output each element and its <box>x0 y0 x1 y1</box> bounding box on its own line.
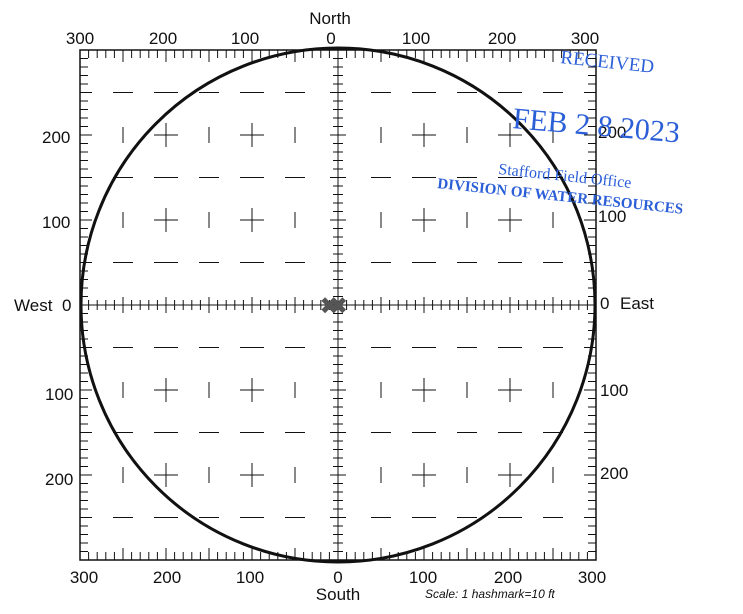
radius-circle <box>79 46 597 564</box>
east-label: East <box>620 294 654 313</box>
north-label: North <box>309 9 351 28</box>
top-scale-label: 0 <box>326 29 335 48</box>
top-scale-label: 100 <box>231 29 259 48</box>
bottom-scale-label: 100 <box>409 568 437 587</box>
west-label: West <box>14 296 53 315</box>
scale-note: Scale: 1 hashmark=10 ft <box>425 587 555 601</box>
well-marker-icon: ✖ <box>328 292 348 320</box>
right-scale-label: 200 <box>598 123 626 142</box>
bottom-scale-label: 200 <box>153 568 181 587</box>
top-scale-label: 100 <box>402 29 430 48</box>
east-value: 0 <box>600 294 609 313</box>
received-stamp: RECEIVED FEB 2 8 2023 Stafford Field Off… <box>437 47 684 218</box>
stamp-received: RECEIVED <box>559 47 655 78</box>
right-scale-label: 200 <box>600 464 628 483</box>
left-scale-label: 200 <box>45 470 73 489</box>
grid-marks <box>113 92 563 518</box>
right-scale-label: 100 <box>598 207 626 226</box>
west-value: 0 <box>62 296 71 315</box>
bottom-scale-label: 300 <box>70 568 98 587</box>
well-marker-icon: ✖ <box>319 292 339 320</box>
right-scale-label: 100 <box>600 381 628 400</box>
left-scale-label: 100 <box>45 385 73 404</box>
hashmark-ticks <box>79 49 597 561</box>
left-scale-label: 100 <box>42 213 70 232</box>
bottom-scale-label: 300 <box>578 568 606 587</box>
south-label: South <box>316 585 360 604</box>
bottom-scale-label: 200 <box>494 568 522 587</box>
bottom-scale-label: 0 <box>333 568 342 587</box>
top-scale-label: 200 <box>149 29 177 48</box>
top-scale-label: 200 <box>488 29 516 48</box>
top-scale-label: 300 <box>571 29 599 48</box>
left-scale-label: 200 <box>42 128 70 147</box>
bottom-scale-label: 100 <box>236 568 264 587</box>
top-scale-label: 300 <box>66 29 94 48</box>
well-markers: ✖✖ <box>319 292 348 320</box>
